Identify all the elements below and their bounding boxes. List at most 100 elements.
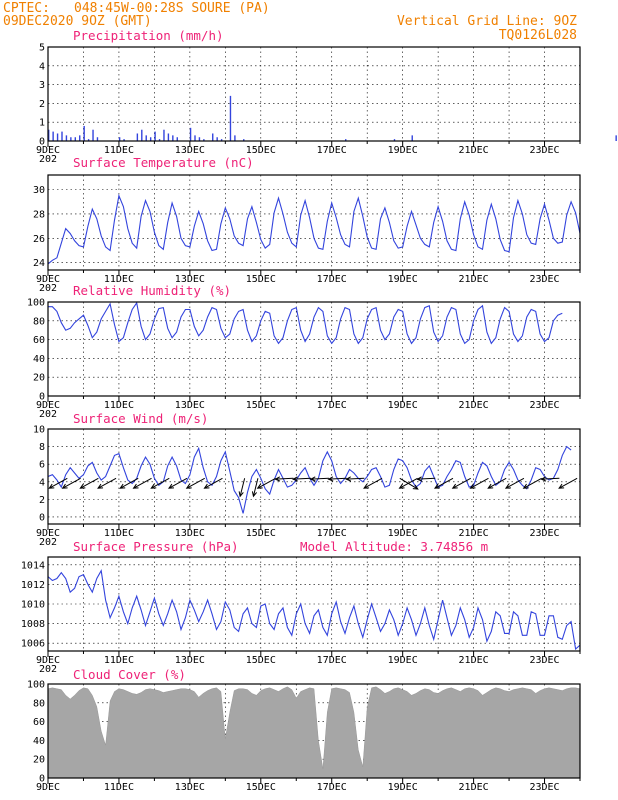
rh-xtick-label: 23DEC — [529, 400, 559, 411]
wind-arrow — [275, 477, 294, 480]
wind-arrow-head — [61, 483, 68, 489]
wind-arrow-head — [412, 484, 419, 490]
precip-bar — [615, 135, 617, 141]
precip-bar — [189, 127, 192, 141]
wind-ytick-label: 2 — [39, 495, 45, 506]
cloud-xtick-label: 13DEC — [175, 782, 205, 793]
wind-arrow-head — [504, 483, 511, 489]
wind-arrow — [186, 477, 205, 489]
rh-ytick-label: 40 — [33, 354, 45, 365]
rh-title: Relative Humidity (%) — [73, 283, 231, 298]
wind-arrow-head — [167, 483, 175, 489]
wind-arrow-head — [363, 483, 370, 489]
pressure-ytick-label: 1010 — [21, 600, 45, 611]
rh-series-line — [48, 301, 563, 345]
cloud-ytick-label: 80 — [33, 698, 45, 709]
wind-arrow-head — [97, 483, 104, 489]
temp-series-line — [47, 193, 581, 265]
cloud-xtick-label: 9DEC — [36, 782, 60, 793]
cloud-ytick-label: 40 — [33, 736, 45, 747]
wind-arrow — [541, 477, 560, 480]
location-label: 048:45W-00:28S SOURE (PA) — [74, 1, 270, 16]
wind-arrow — [151, 477, 170, 489]
wind-ytick-label: 4 — [39, 477, 45, 488]
wind-arrow — [80, 477, 99, 489]
precip-bar — [123, 139, 125, 141]
wind-arrow — [487, 477, 507, 489]
temp-xtick-label: 23DEC — [529, 274, 559, 285]
precip-bar — [141, 129, 143, 141]
precip-bar — [243, 139, 245, 141]
precip-frame — [47, 46, 581, 142]
precip-xtick-label: 11DEC — [104, 145, 134, 156]
wind-arrow-head — [274, 476, 281, 482]
cloud-title: Cloud Cover (%) — [73, 667, 186, 682]
rh-ytick-label: 60 — [33, 335, 45, 346]
rh-frame — [47, 301, 581, 397]
wind-arrow-head — [79, 483, 86, 489]
pressure-title: Surface Pressure (hPa) — [73, 539, 239, 554]
precip-xtick-label: 13DEC — [175, 145, 205, 156]
wind-arrow-head — [48, 483, 55, 489]
rh-ytick-label: 0 — [39, 392, 45, 403]
precip-bar — [154, 131, 156, 141]
cloud-xtick-label: 17DEC — [317, 782, 347, 793]
wind-arrow — [204, 477, 223, 489]
temp-title: Surface Temperature (nC) — [73, 155, 254, 170]
temp-year-label: 202 — [39, 283, 57, 294]
precip-xtick-label: 15DEC — [246, 145, 276, 156]
wind-xtick-label: 9DEC — [36, 528, 60, 539]
date-label: 09DEC2020 9OZ (GMT) — [3, 14, 152, 29]
cloud-frame — [47, 683, 581, 779]
wind-arrow — [346, 477, 365, 480]
wind-arrow — [434, 477, 454, 489]
temp-frame — [47, 174, 581, 271]
wind-arrow-head — [433, 483, 441, 489]
rh-xtick-label: 19DEC — [388, 400, 418, 411]
precip-ytick-label: 1 — [39, 118, 45, 129]
temp-xtick-label: 11DEC — [104, 274, 134, 285]
wind-arrow-head — [185, 483, 192, 489]
precip-xtick-label: 23DEC — [529, 145, 559, 156]
pressure-xtick-label: 23DEC — [529, 655, 559, 666]
precip-bar — [176, 137, 178, 141]
wind-arrow-head — [327, 476, 334, 482]
wind-arrow — [168, 477, 188, 489]
wind-arrow — [328, 477, 347, 480]
wind-arrow-head — [309, 476, 316, 482]
pressure-frame — [47, 556, 581, 652]
precip-xtick-label: 19DEC — [388, 145, 418, 156]
wind-xtick-label: 13DEC — [175, 528, 205, 539]
wind-xtick-label: 21DEC — [459, 528, 489, 539]
wind-xtick-label: 17DEC — [317, 528, 347, 539]
wind-arrow-head — [469, 483, 476, 489]
wind-xtick-label: 19DEC — [388, 528, 418, 539]
wind-arrow — [97, 477, 117, 489]
precip-bar — [167, 133, 170, 141]
precip-bar — [172, 135, 174, 141]
wind-arrow — [363, 477, 383, 489]
precip-bar — [83, 125, 85, 141]
cloud-ytick-label: 0 — [39, 774, 45, 785]
precip-year-label: 202 — [39, 154, 57, 165]
model-altitude: Model Altitude: 3.74856 m — [300, 539, 488, 554]
rh-xtick-label: 11DEC — [104, 400, 134, 411]
precip-bar — [229, 95, 232, 141]
temp-xtick-label: 21DEC — [459, 274, 489, 285]
wind-arrow — [119, 477, 139, 489]
precip-ytick-label: 5 — [39, 43, 45, 54]
rh-ytick-label: 100 — [27, 298, 45, 309]
wind-arrow — [310, 477, 329, 480]
wind-arrow — [470, 477, 489, 489]
pressure-ytick-label: 1014 — [21, 560, 45, 571]
rh-year-label: 202 — [39, 409, 57, 420]
precip-ytick-label: 3 — [39, 80, 45, 91]
precip-bar — [393, 139, 396, 141]
precip-ytick-label: 2 — [39, 99, 45, 110]
wind-frame — [47, 428, 581, 525]
precip-bar — [65, 135, 68, 141]
wind-series-line — [47, 445, 572, 514]
model-code: TQ0126L028 — [499, 28, 577, 43]
wind-arrow-head — [558, 483, 565, 489]
pressure-xtick-label: 19DEC — [388, 655, 418, 666]
